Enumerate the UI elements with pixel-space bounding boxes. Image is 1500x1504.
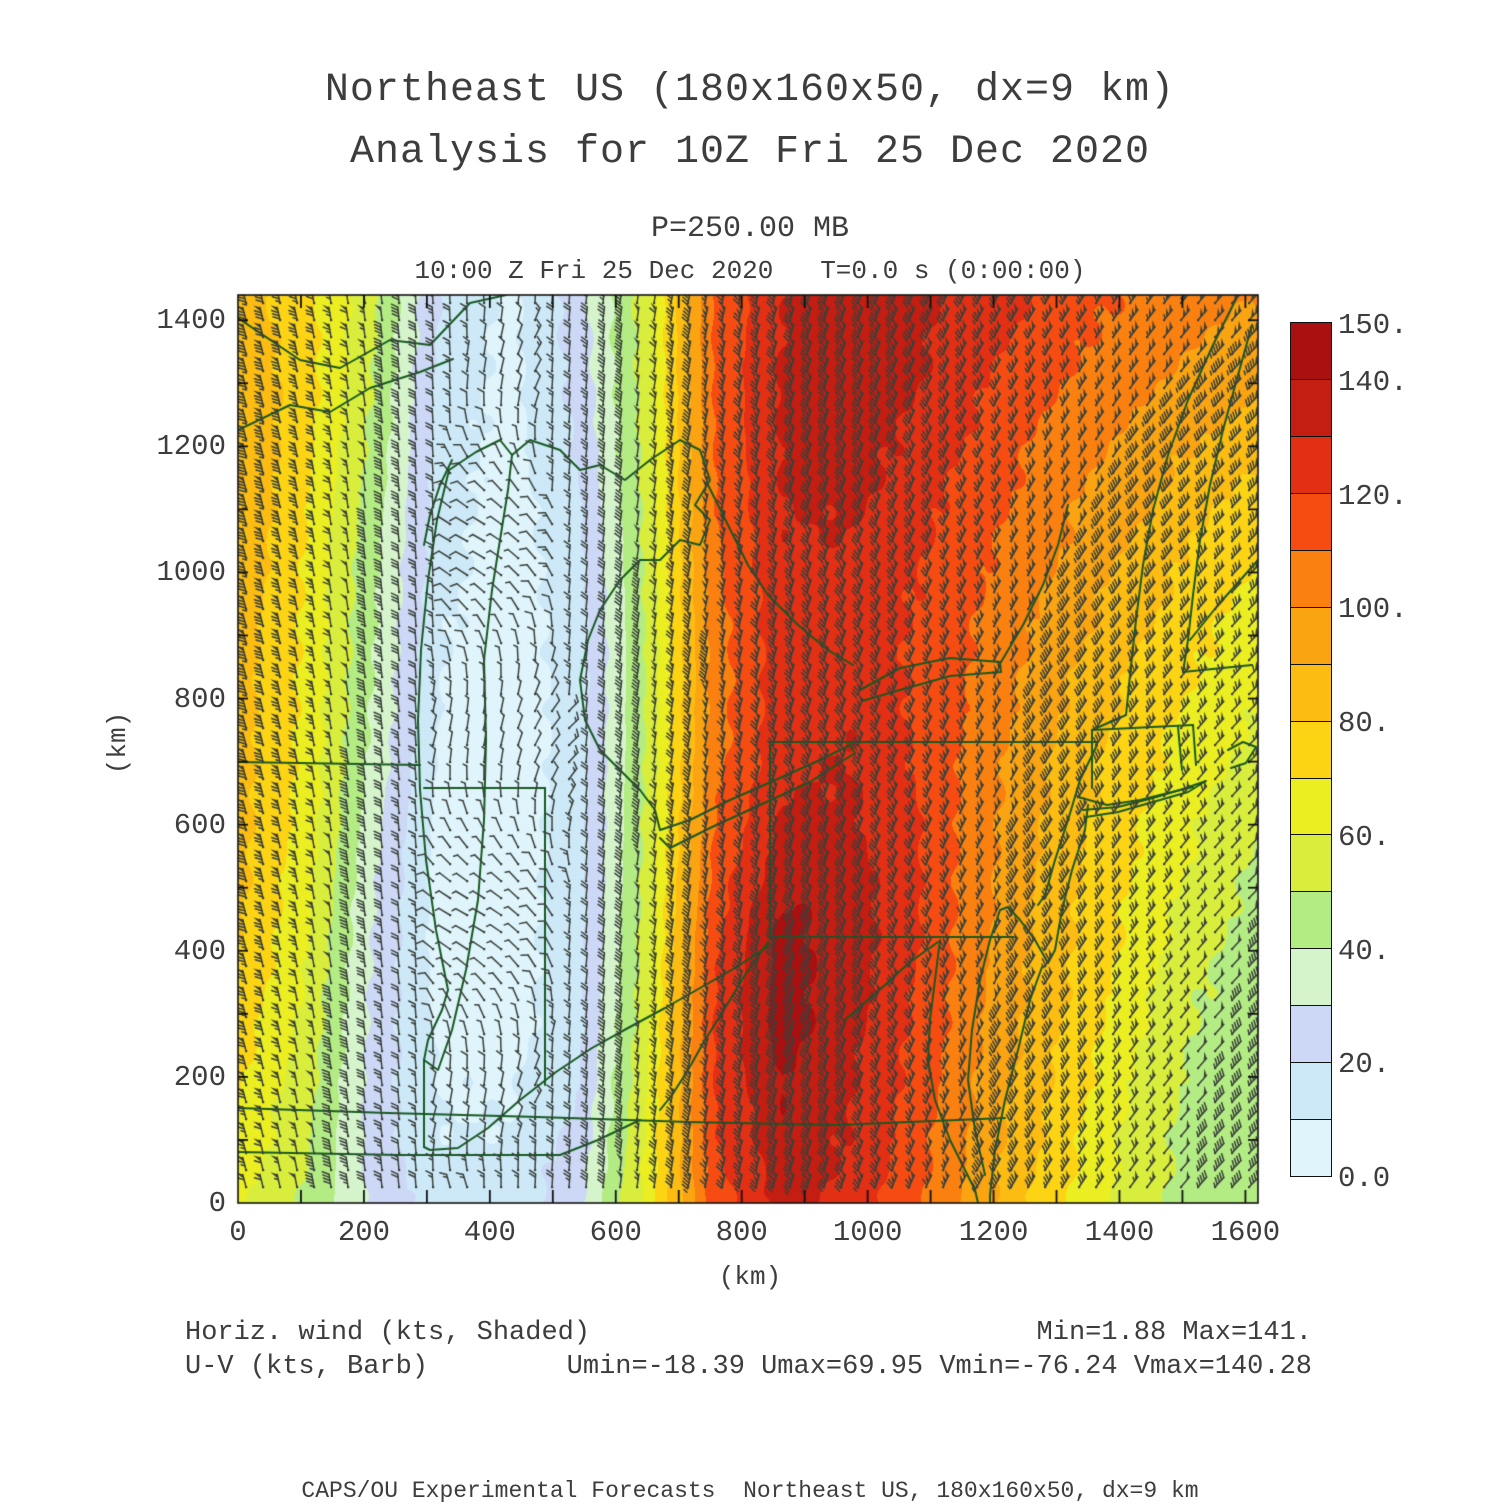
colorbar-cell <box>1291 663 1331 721</box>
colorbar-tick-label: 0.0 <box>1338 1162 1391 1195</box>
field-minmax-label: Min=1.88 Max=141. <box>1036 1318 1312 1348</box>
wind-map-canvas <box>218 275 1278 1223</box>
pressure-level-label: P=250.00 MB <box>650 212 850 246</box>
colorbar-cell <box>1291 777 1331 835</box>
colorbar-tick-label: 20. <box>1338 1048 1391 1082</box>
colorbar-tick-label: 150. <box>1338 309 1408 342</box>
barb-field-label: U-V (kts, Barb) <box>185 1352 429 1382</box>
colorbar-cell <box>1291 720 1331 778</box>
x-tick-label: 1000 <box>832 1216 903 1249</box>
y-tick-label: 400 <box>173 934 226 968</box>
colorbar-cell <box>1291 549 1331 607</box>
colorbar-tick-label: 40. <box>1338 934 1391 968</box>
y-tick-label: 1400 <box>156 304 226 338</box>
colorbar-cell <box>1291 834 1331 892</box>
y-tick-label: 200 <box>173 1060 226 1094</box>
y-tick-label: 1000 <box>156 556 226 590</box>
colorbar-cell <box>1291 1119 1331 1177</box>
x-tick-label: 1600 <box>1210 1216 1281 1249</box>
footer-credit: CAPS/OU Experimental Forecasts Northeast… <box>301 1478 1199 1504</box>
colorbar-cell <box>1291 435 1331 493</box>
colorbar-cell <box>1291 323 1331 379</box>
shaded-field-label: Horiz. wind (kts, Shaded) <box>185 1318 591 1348</box>
colorbar-cell <box>1291 1005 1331 1063</box>
uv-minmax-label: Umin=-18.39 Umax=69.95 Vmin=-76.24 Vmax=… <box>566 1352 1312 1382</box>
x-tick-label: 800 <box>715 1216 768 1249</box>
plot-title-line2: Analysis for 10Z Fri 25 Dec 2020 <box>349 130 1151 175</box>
x-axis-unit-label: (km) <box>718 1262 782 1292</box>
x-tick-label: 1400 <box>1084 1216 1155 1249</box>
y-tick-label: 600 <box>173 808 226 842</box>
x-tick-label: 0 <box>229 1216 247 1249</box>
colorbar-cell <box>1291 1062 1331 1120</box>
colorbar-cell <box>1291 492 1331 550</box>
y-tick-label: 1200 <box>156 430 226 464</box>
colorbar-tick-label: 140. <box>1338 365 1408 399</box>
colorbar <box>1290 322 1332 1177</box>
colorbar-cell <box>1291 948 1331 1006</box>
y-tick-label: 800 <box>173 682 226 716</box>
colorbar-tick-label: 100. <box>1338 593 1408 627</box>
colorbar-tick-label: 120. <box>1338 479 1408 513</box>
colorbar-tick-label: 80. <box>1338 707 1391 741</box>
y-tick-label: 0 <box>208 1187 226 1220</box>
y-axis-unit-label: (km) <box>103 711 133 775</box>
x-tick-label: 400 <box>463 1216 516 1249</box>
colorbar-tick-label: 60. <box>1338 820 1391 854</box>
colorbar-cell <box>1291 378 1331 436</box>
x-tick-label: 200 <box>337 1216 391 1249</box>
colorbar-cell <box>1291 606 1331 664</box>
x-tick-label: 1200 <box>958 1216 1029 1249</box>
colorbar-cell <box>1291 891 1331 949</box>
x-tick-label: 600 <box>589 1216 642 1249</box>
plot-title-line1: Northeast US (180x160x50, dx=9 km) <box>324 68 1176 113</box>
